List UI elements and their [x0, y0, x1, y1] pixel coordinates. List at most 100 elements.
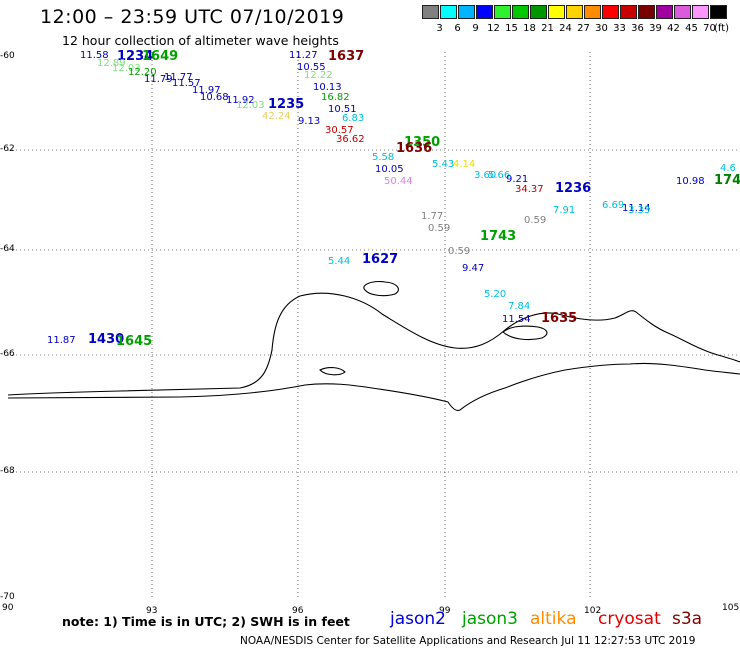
satellite-cryosat: cryosat — [598, 609, 661, 629]
swh-value-label: 10.98 — [676, 176, 705, 187]
legend-swatch — [674, 5, 691, 19]
legend-level-label: 27 — [577, 23, 590, 34]
swh-value-label: 11.87 — [47, 335, 76, 346]
legend-swatch — [530, 5, 547, 19]
map-title: 12:00 – 23:59 UTC 07/10/2019 — [40, 6, 345, 28]
longitude-label: 90 — [2, 603, 14, 613]
swh-value-label: 12.03 — [236, 100, 265, 111]
latitude-label: -64 — [0, 244, 15, 254]
legend-level-label: 33 — [613, 23, 626, 34]
satellite-altika: altika — [530, 609, 577, 629]
satellite-tracks: 11.58 1234164912.8912.0312.2011.7911.7711… — [47, 50, 740, 349]
swh-value-label: 9.47 — [462, 263, 484, 274]
legend-swatch — [458, 5, 475, 19]
longitude-label: 93 — [146, 606, 158, 616]
coast-inlet — [319, 367, 346, 376]
swh-value-label: 5.44 — [328, 256, 350, 267]
pass-time-label: 1234 — [117, 50, 153, 64]
swh-value-label: 42.24 — [262, 111, 291, 122]
swh-value-label: 5.43 — [432, 159, 454, 170]
legend-level-label: 9 — [472, 23, 479, 34]
wave-height-map: 11.58 1234164912.8912.0312.2011.7911.7711… — [7, 50, 740, 598]
antarctic-coastline — [7, 292, 740, 396]
swh-value-label: 10.55 — [297, 62, 326, 73]
swh-value-label: 5.20 — [484, 289, 506, 300]
longitude-label: 96 — [292, 606, 304, 616]
swh-value-label: 0.59 — [428, 223, 450, 234]
legend-swatch — [440, 5, 457, 19]
swh-value-label: 11.58 — [80, 50, 109, 61]
swh-value-label: 11.92 — [226, 95, 255, 106]
legend-swatch — [602, 5, 619, 19]
swh-value-label: 11.27 — [289, 50, 318, 61]
legend-level-label: 45 — [685, 23, 698, 34]
longitude-label: 102 — [584, 606, 602, 616]
swh-value-label: 11.54 — [502, 314, 531, 325]
swh-value-label: 0.59 — [448, 246, 470, 257]
swh-value-label: 10.13 — [313, 82, 342, 93]
swh-value-label: 7.91 — [553, 205, 575, 216]
legend-level-label: 24 — [559, 23, 572, 34]
pass-time-label: 1635 — [541, 311, 577, 326]
swh-value-label: 9.13 — [298, 116, 320, 127]
legend-unit: (ft) — [714, 23, 730, 34]
swh-value-label: 11.79 — [144, 74, 173, 85]
swh-value-label: 11.97 — [192, 85, 221, 96]
legend-level-label: 70 — [703, 23, 716, 34]
legend-level-label: 30 — [595, 23, 608, 34]
latitude-label: -60 — [0, 51, 15, 61]
legend-swatch — [638, 5, 655, 19]
pass-time-label: 1350 — [404, 135, 440, 150]
swh-value-label: 4.6 — [720, 163, 736, 174]
latitude-label: -62 — [0, 144, 15, 154]
pass-time-label: 1627 — [362, 252, 398, 267]
island-b — [502, 325, 548, 341]
swh-value-label: 9.21 — [506, 174, 528, 185]
swh-value-label: 10.05 — [375, 164, 404, 175]
legend-swatch — [422, 5, 439, 19]
swh-value-label: 11.77 — [164, 72, 193, 83]
legend-swatch — [476, 5, 493, 19]
legend-swatch — [656, 5, 673, 19]
swh-value-label: 12.22 — [304, 70, 333, 81]
swh-value-label: 1.77 — [421, 211, 443, 222]
swh-value-label: 5.66 — [488, 170, 510, 181]
legend-level-label: 18 — [523, 23, 536, 34]
latitude-label: -70 — [0, 592, 15, 602]
ice-shelf-edge — [7, 362, 740, 412]
map-subtitle: 12 hour collection of altimeter wave hei… — [62, 33, 339, 48]
island-a — [363, 281, 399, 297]
swh-value-label: 0.59 — [524, 215, 546, 226]
swh-value-label: 11.57 — [172, 78, 201, 89]
legend-level-label: 39 — [649, 23, 662, 34]
swh-value-label: 4.14 — [453, 159, 475, 170]
legend-swatch — [548, 5, 565, 19]
swh-value-label: 5.58 — [372, 152, 394, 163]
swh-value-label: 10.51 — [328, 104, 357, 115]
pass-time-label: 1235 — [268, 97, 304, 112]
swh-value-label: 6.69 — [602, 200, 624, 211]
pass-time-label: 1636 — [396, 141, 432, 156]
longitude-label: 105 — [722, 603, 740, 613]
units-note: note: 1) Time is in UTC; 2) SWH is in fe… — [62, 614, 350, 629]
legend-level-label: 3 — [436, 23, 443, 34]
legend-swatch — [494, 5, 511, 19]
swh-value-label: 11.14 — [622, 203, 651, 214]
swh-value-label: 12.20 — [128, 67, 157, 78]
credit-line: NOAA/NESDIS Center for Satellite Applica… — [240, 635, 696, 647]
legend-swatch — [512, 5, 529, 19]
swh-value-label: 12.89 — [97, 58, 126, 69]
swh-value-label: 12.03 — [112, 63, 141, 74]
legend-level-label: 15 — [505, 23, 518, 34]
swh-value-label: 3.33 — [628, 205, 650, 216]
swh-value-label: 50.44 — [384, 176, 413, 187]
swh-value-label: 6.83 — [342, 113, 364, 124]
pass-time-label: 1430 — [88, 332, 124, 347]
legend-level-label: 21 — [541, 23, 554, 34]
legend-swatch — [584, 5, 601, 19]
pass-time-label: 1637 — [328, 50, 364, 64]
swh-value-label: 16.82 — [321, 92, 350, 103]
swh-value-label: 10.68 — [200, 92, 229, 103]
legend-swatch — [620, 5, 637, 19]
pass-time-label: 1743 — [480, 229, 516, 244]
